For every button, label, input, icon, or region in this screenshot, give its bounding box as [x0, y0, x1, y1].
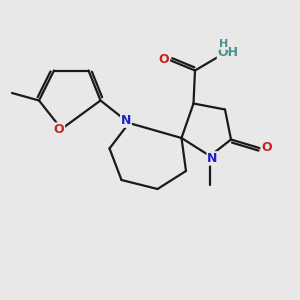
Text: N: N: [121, 114, 131, 127]
Text: N: N: [207, 152, 218, 165]
Text: O: O: [261, 141, 272, 154]
Text: OH: OH: [218, 46, 239, 59]
Text: O: O: [159, 53, 170, 66]
Text: H: H: [219, 39, 228, 49]
Text: O: O: [54, 123, 64, 136]
